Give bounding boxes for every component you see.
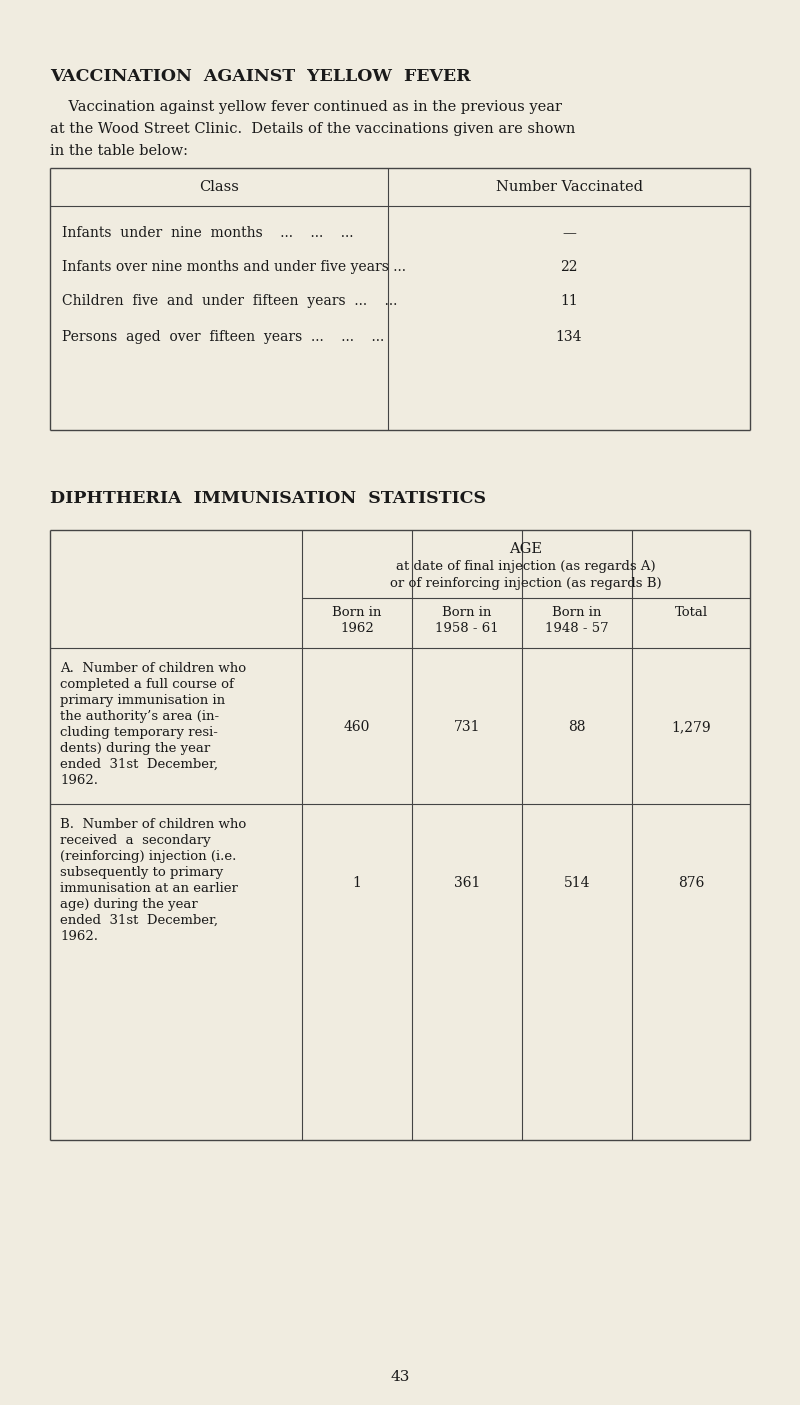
Text: 11: 11 xyxy=(560,294,578,308)
Text: 43: 43 xyxy=(390,1370,410,1384)
Text: Vaccination against yellow fever continued as in the previous year: Vaccination against yellow fever continu… xyxy=(50,100,562,114)
Text: subsequently to primary: subsequently to primary xyxy=(60,865,223,880)
Text: or of reinforcing injection (as regards B): or of reinforcing injection (as regards … xyxy=(390,577,662,590)
Text: 731: 731 xyxy=(454,719,480,733)
Text: received  a  secondary: received a secondary xyxy=(60,835,210,847)
Text: 1962.: 1962. xyxy=(60,930,98,943)
Text: 1962.: 1962. xyxy=(60,774,98,787)
Text: —: — xyxy=(562,226,576,240)
Text: 1958 - 61: 1958 - 61 xyxy=(435,622,499,635)
Text: B.  Number of children who: B. Number of children who xyxy=(60,818,246,830)
Text: Born in: Born in xyxy=(552,606,602,620)
Text: A.  Number of children who: A. Number of children who xyxy=(60,662,246,674)
Text: Born in: Born in xyxy=(442,606,492,620)
Text: age) during the year: age) during the year xyxy=(60,898,198,910)
Text: 22: 22 xyxy=(560,260,578,274)
Text: 1: 1 xyxy=(353,875,362,889)
Text: DIPHTHERIA  IMMUNISATION  STATISTICS: DIPHTHERIA IMMUNISATION STATISTICS xyxy=(50,490,486,507)
Text: 88: 88 xyxy=(568,719,586,733)
Text: Infants over nine months and under five years ...: Infants over nine months and under five … xyxy=(62,260,406,274)
Text: 134: 134 xyxy=(556,330,582,344)
Text: 1,279: 1,279 xyxy=(671,719,711,733)
Text: the authority’s area (in-: the authority’s area (in- xyxy=(60,710,219,724)
Text: Infants  under  nine  months    ...    ...    ...: Infants under nine months ... ... ... xyxy=(62,226,354,240)
Text: Persons  aged  over  fifteen  years  ...    ...    ...: Persons aged over fifteen years ... ... … xyxy=(62,330,384,344)
Text: Born in: Born in xyxy=(332,606,382,620)
Text: 460: 460 xyxy=(344,719,370,733)
Text: at the Wood Street Clinic.  Details of the vaccinations given are shown: at the Wood Street Clinic. Details of th… xyxy=(50,122,575,136)
Text: cluding temporary resi-: cluding temporary resi- xyxy=(60,726,218,739)
Text: 1962: 1962 xyxy=(340,622,374,635)
Text: dents) during the year: dents) during the year xyxy=(60,742,210,754)
Text: Class: Class xyxy=(199,180,239,194)
Text: in the table below:: in the table below: xyxy=(50,143,188,157)
Text: ended  31st  December,: ended 31st December, xyxy=(60,759,218,771)
Text: VACCINATION  AGAINST  YELLOW  FEVER: VACCINATION AGAINST YELLOW FEVER xyxy=(50,67,470,84)
Text: (reinforcing) injection (i.e.: (reinforcing) injection (i.e. xyxy=(60,850,236,863)
Text: 361: 361 xyxy=(454,875,480,889)
Text: 876: 876 xyxy=(678,875,704,889)
Text: Total: Total xyxy=(674,606,707,620)
Text: 514: 514 xyxy=(564,875,590,889)
Text: primary immunisation in: primary immunisation in xyxy=(60,694,225,707)
Text: ended  31st  December,: ended 31st December, xyxy=(60,915,218,927)
Text: Number Vaccinated: Number Vaccinated xyxy=(495,180,642,194)
Text: completed a full course of: completed a full course of xyxy=(60,679,234,691)
Text: at date of final injection (as regards A): at date of final injection (as regards A… xyxy=(396,561,656,573)
Text: AGE: AGE xyxy=(510,542,542,556)
Text: Children  five  and  under  fifteen  years  ...    ...: Children five and under fifteen years ..… xyxy=(62,294,398,308)
Text: 1948 - 57: 1948 - 57 xyxy=(545,622,609,635)
Text: immunisation at an earlier: immunisation at an earlier xyxy=(60,882,238,895)
